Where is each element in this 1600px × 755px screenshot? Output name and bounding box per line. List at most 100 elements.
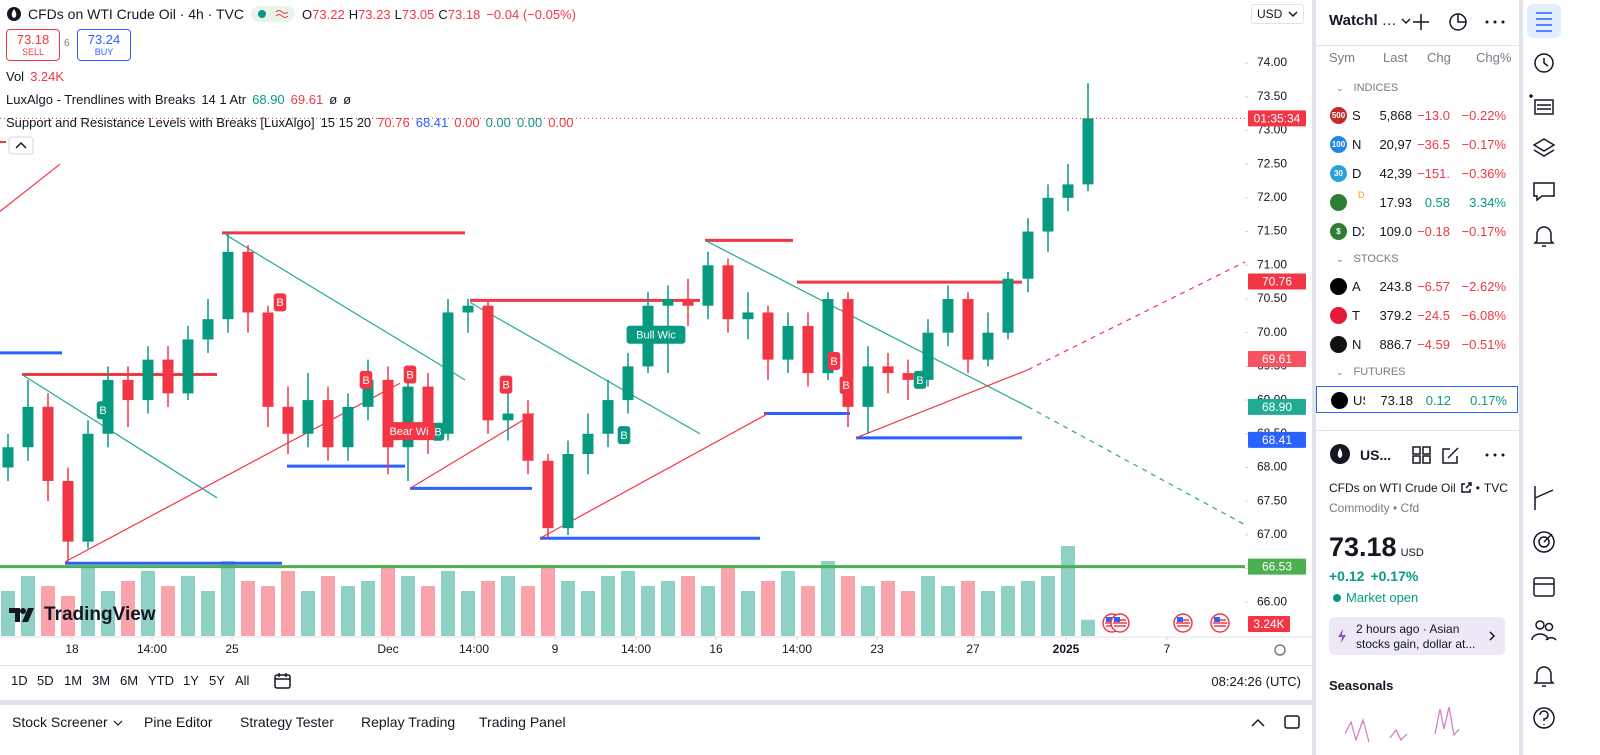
news-card[interactable]: 2 hours ago · Asian stocks gain, dollar …	[1329, 617, 1505, 655]
tab-caret[interactable]	[113, 719, 123, 727]
tool-calendar[interactable]	[1533, 577, 1555, 597]
external-icon[interactable]	[1460, 482, 1472, 494]
buy-button[interactable]: 73.24 BUY	[77, 29, 131, 61]
volume-bar	[101, 591, 115, 636]
sell-label: SELL	[21, 47, 45, 57]
volume-bar	[821, 561, 835, 636]
column-header[interactable]: Chg	[1427, 50, 1451, 65]
range-button[interactable]: 1Y	[183, 673, 199, 688]
watchlist-row[interactable]: US 73.18 0.12 0.17%	[1316, 386, 1518, 413]
watchlist-row[interactable]: 500 S 5,868 −13.0 −0.22%	[1316, 102, 1518, 129]
tool-community[interactable]	[1531, 620, 1557, 641]
event-flag[interactable]	[1110, 613, 1130, 633]
watchlist-title[interactable]: Watchl …	[1329, 12, 1411, 29]
volume-bar	[61, 596, 75, 636]
break-marker-label: B	[362, 375, 369, 387]
sell-button[interactable]: 73.18 SELL	[6, 29, 60, 61]
symbol-icon	[7, 7, 21, 21]
section-header[interactable]: ⌄ STOCKS	[1336, 253, 1399, 265]
candle-body	[542, 460, 554, 529]
volume-bar	[861, 586, 875, 636]
watchlist-row[interactable]: 30 D 42,39 −151. −0.36%	[1316, 160, 1518, 187]
status-text: Market open	[1346, 590, 1419, 605]
last-price: 379.2	[1379, 308, 1412, 323]
event-flag-canton	[1114, 617, 1120, 622]
range-button[interactable]: 5D	[37, 673, 54, 688]
details-actions[interactable]	[1410, 444, 1510, 466]
date-range-button[interactable]	[273, 671, 293, 691]
bottom-tab[interactable]: Stock Screener	[12, 714, 108, 730]
y-tick-label: 73.50	[1257, 89, 1287, 103]
tool-chat[interactable]	[1533, 182, 1555, 202]
break-marker-label: B	[830, 356, 837, 368]
section-header[interactable]: ⌄ INDICES	[1336, 82, 1398, 94]
volume-bar	[521, 586, 535, 636]
active-tool-bg	[1527, 4, 1561, 38]
tool-layers[interactable]	[1532, 138, 1556, 157]
tool-notifications[interactable]	[1533, 226, 1555, 247]
event-flag[interactable]	[1173, 613, 1193, 633]
tool-target[interactable]	[1533, 531, 1555, 553]
watchlist-row[interactable]: A 243.8 −6.57 −2.62%	[1316, 273, 1518, 300]
buy-price: 73.24	[87, 32, 121, 47]
range-button[interactable]: 1D	[11, 673, 28, 688]
status-dot	[1333, 593, 1341, 602]
tool-data-window[interactable]	[1529, 94, 1554, 115]
range-button[interactable]: 1M	[64, 673, 83, 688]
range-button[interactable]: All	[235, 673, 250, 688]
volume-bar	[381, 566, 395, 636]
change: −0.18	[1417, 224, 1450, 239]
tool-drawing[interactable]	[1534, 486, 1554, 510]
candle-body	[662, 298, 674, 306]
x-tick-label: 14:00	[137, 642, 167, 656]
section-name: STOCKS	[1353, 253, 1399, 265]
candle-body	[242, 251, 254, 313]
news-line: stocks gain, dollar at...	[1356, 637, 1476, 651]
candle-body	[1062, 184, 1074, 198]
tool-help[interactable]	[1533, 707, 1555, 729]
panel-controls[interactable]	[1247, 712, 1307, 732]
event-flag[interactable]	[1210, 613, 1230, 633]
section-name: FUTURES	[1353, 366, 1406, 378]
range-button[interactable]: YTD	[148, 673, 174, 688]
symbol-title[interactable]: CFDs on WTI Crude Oil · 4h · TVC	[28, 6, 245, 22]
break-marker-label: B	[276, 297, 283, 309]
tool-watchlist[interactable]	[1536, 12, 1552, 32]
bottom-tab[interactable]: Pine Editor	[144, 714, 213, 730]
candle-body	[122, 379, 134, 401]
range-button[interactable]: 6M	[120, 673, 139, 688]
range-button[interactable]: 3M	[92, 673, 111, 688]
watchlist-actions[interactable]	[1410, 10, 1510, 34]
candle-body	[982, 332, 994, 360]
watchlist-row[interactable]: $ DX 109.0 −0.18 −0.17%	[1316, 218, 1518, 245]
clock[interactable]: 08:24:26 (UTC)	[1211, 674, 1301, 689]
tool-alerts[interactable]	[1534, 53, 1554, 73]
details-symbol[interactable]: US...	[1360, 447, 1392, 463]
volume-bar	[261, 586, 275, 636]
column-header[interactable]: Chg%	[1476, 50, 1512, 65]
watchlist-row[interactable]: 100 N 20,97 −36.5 −0.17%	[1316, 131, 1518, 158]
column-header[interactable]: Sym	[1329, 50, 1355, 65]
column-header[interactable]: Last	[1383, 50, 1408, 65]
watchlist-row[interactable]: D 17.93 0.58 3.34%	[1316, 189, 1518, 216]
bottom-tab[interactable]: Strategy Tester	[240, 714, 334, 730]
details-exchange: TVC	[1483, 481, 1508, 495]
details-name: CFDs on WTI Crude Oil	[1329, 481, 1456, 495]
ohlc-value: 73.23	[358, 6, 391, 22]
axis-settings[interactable]	[1274, 644, 1286, 656]
market-status: Market open	[1333, 590, 1418, 605]
watchlist-row[interactable]: T 379.2 −24.5 −6.08%	[1316, 302, 1518, 329]
volume-bar	[581, 591, 595, 636]
tool-bell[interactable]	[1533, 666, 1555, 687]
collapse-legend[interactable]	[0, 136, 36, 156]
bottom-tab[interactable]: Trading Panel	[479, 714, 566, 730]
price-badge-label: 68.90	[1262, 400, 1292, 414]
watchlist-row[interactable]: N 886.7 −4.59 −0.51%	[1316, 331, 1518, 358]
break-marker-label: B	[406, 369, 413, 381]
symbol-logo	[1330, 307, 1347, 324]
range-button[interactable]: 5Y	[209, 673, 225, 688]
currency-select[interactable]: USD	[1251, 4, 1304, 24]
section-header[interactable]: ⌄ FUTURES	[1336, 366, 1406, 378]
candle-body	[42, 406, 54, 481]
bottom-tab[interactable]: Replay Trading	[361, 714, 456, 730]
